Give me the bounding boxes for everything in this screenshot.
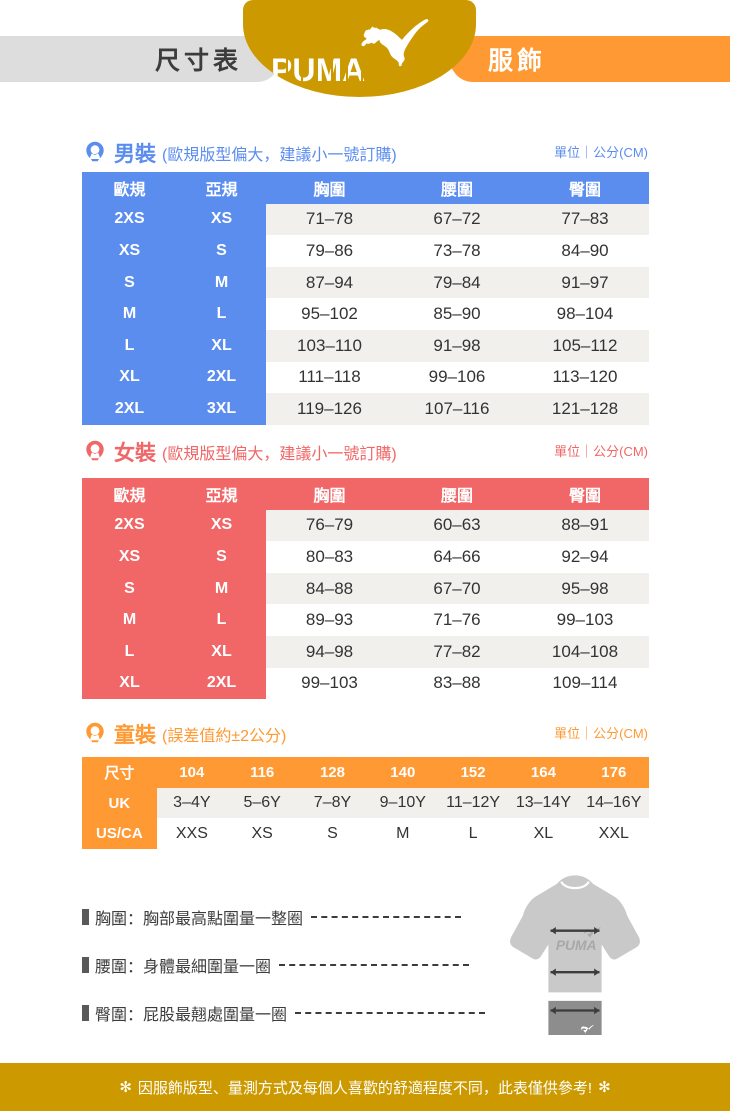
svg-text:PUMA: PUMA (556, 937, 597, 953)
